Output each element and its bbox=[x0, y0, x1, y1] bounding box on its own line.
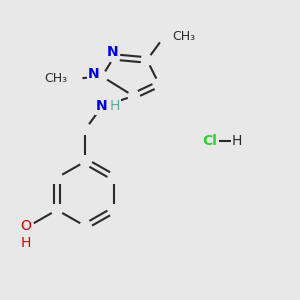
Text: O: O bbox=[20, 219, 31, 233]
Text: N: N bbox=[88, 67, 99, 80]
Text: N: N bbox=[96, 100, 108, 113]
Text: H: H bbox=[232, 134, 242, 148]
Text: H: H bbox=[20, 236, 31, 250]
Text: N: N bbox=[107, 45, 118, 58]
Text: Cl: Cl bbox=[202, 134, 217, 148]
Text: H: H bbox=[110, 100, 120, 113]
Text: CH₃: CH₃ bbox=[172, 29, 195, 43]
Text: CH₃: CH₃ bbox=[44, 72, 68, 85]
